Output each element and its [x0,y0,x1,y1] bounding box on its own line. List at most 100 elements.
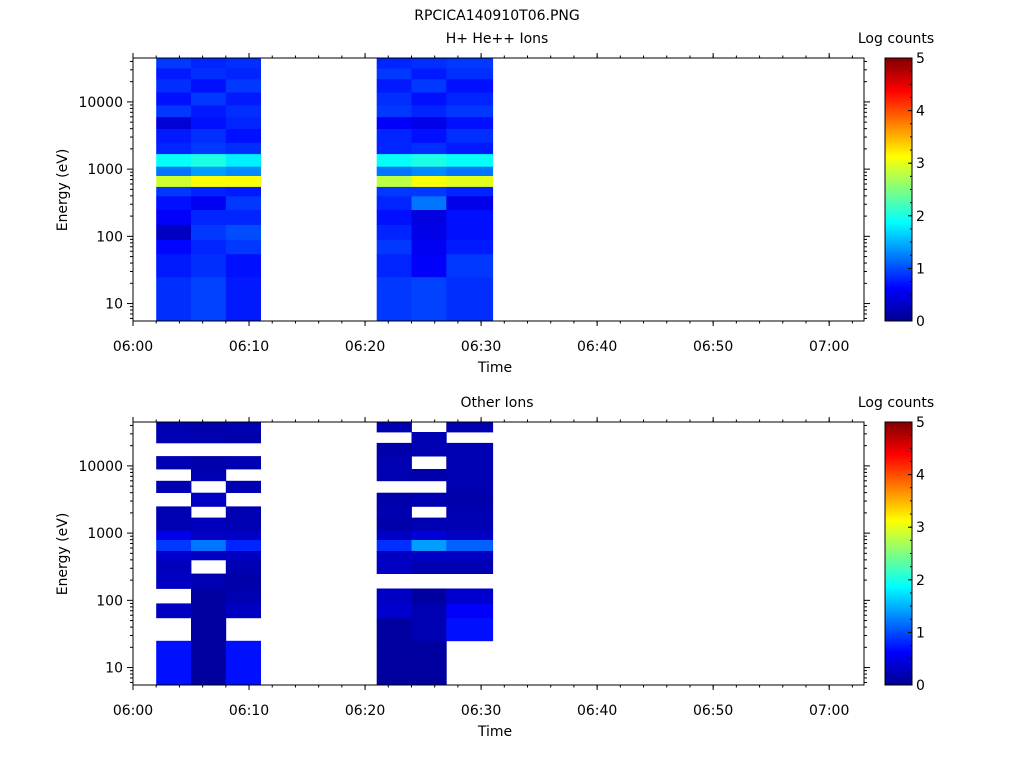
heatmap-cell [156,603,192,619]
heatmap-cell [191,456,227,470]
heatmap-cell [376,58,412,69]
heatmap-cell [411,166,447,176]
heatmap-cell [225,153,261,167]
heatmap-cell [376,550,412,561]
heatmap-cell [446,603,494,619]
heatmap-cell [225,422,261,433]
heatmap-cell [156,209,192,225]
heatmap-cell [446,253,494,278]
heatmap-cell [156,166,192,176]
heatmap-cell [156,276,192,322]
heatmap-cell [376,78,412,93]
heatmap-cell [156,153,192,167]
heatmap-cell [411,105,447,118]
heatmap-cell [446,142,494,155]
heatmap-cell [411,442,447,457]
y-tick-label: 10000 [78,95,123,111]
x-tick-label: 07:00 [809,703,849,719]
heatmap-cell [225,253,261,278]
heatmap-cell [225,105,261,118]
heatmap-cell [225,640,261,686]
heatmap-cell [376,492,412,507]
heatmap-cell [225,92,261,106]
heatmap-cell [225,68,261,80]
heatmap-cell [411,603,447,619]
heatmap-cell [225,432,261,444]
heatmap-cell [411,517,447,531]
page-title: RPCICA140910T06.PNG [414,8,579,24]
colorbar-tick-label: 4 [916,104,925,120]
x-axis-label: Time [477,360,512,376]
heatmap-cell [411,195,447,210]
heatmap-cell [376,175,412,187]
heatmap-cell [446,442,494,457]
axes: 06:00 06:10 06:20 06:30 06:40 06:50 07:00 10 100… [78,53,870,355]
heatmap-cell [156,640,192,686]
heatmap-cell [191,640,227,686]
y-tick-label: 10000 [78,459,123,475]
heatmap-cell [376,253,412,278]
x-tick-label: 06:50 [693,339,733,355]
heatmap-cell [446,153,494,167]
heatmap-cell [225,573,261,589]
heatmap-cell [411,153,447,167]
x-tick-label: 06:10 [229,703,269,719]
heatmap-cell [191,68,227,80]
heatmap-cell [376,128,412,143]
heatmap-cell [156,550,192,561]
heatmap-cell [376,539,412,551]
heatmap-cell [156,78,192,93]
heatmap-cell [156,68,192,80]
heatmap-cell [376,506,412,519]
heatmap-cell [156,253,192,278]
heatmap-cell [225,58,261,69]
heatmap-cell [156,530,192,540]
heatmap-cell [411,550,447,561]
heatmap-cells [156,58,494,322]
heatmap-cell [225,166,261,176]
heatmap-cell [191,253,227,278]
heatmap-cell [376,68,412,80]
heatmap-cell [156,92,192,106]
heatmap-cell [446,68,494,80]
x-tick-label: 06:20 [345,339,385,355]
heatmap-cell [191,276,227,322]
heatmap-cell [446,506,494,519]
heatmap-cell [156,195,192,210]
heatmap-cell [225,506,261,519]
heatmap-cell [191,195,227,210]
heatmap-cell [446,175,494,187]
heatmap-cell [446,469,494,482]
heatmap-cell [411,209,447,225]
heatmap-cell [191,530,227,540]
heatmap-cell [156,506,192,519]
heatmap-cell [376,166,412,176]
heatmap-cell [225,128,261,143]
heatmap-cell [225,588,261,604]
x-tick-label: 06:00 [113,339,153,355]
y-tick-label: 1000 [87,526,123,542]
heatmap-cell [156,559,192,574]
heatmap-cell [191,78,227,93]
colorbar-gradient [884,421,913,686]
y-tick-label: 1000 [87,162,123,178]
x-tick-label: 06:10 [229,339,269,355]
chart-title: H+ He++ Ions [446,31,549,47]
y-tick-label: 100 [96,593,123,609]
heatmap-cell [446,456,494,470]
colorbar-tick-label: 1 [916,625,925,641]
heatmap-cell [411,588,447,604]
chart-panel-h-he: H+ He++ Ions Log counts Time Energy (eV)… [55,31,934,376]
heatmap-cell [191,128,227,143]
heatmap-cell [156,239,192,255]
y-tick-label: 10 [105,297,123,313]
heatmap-cell [411,68,447,80]
heatmap-cell [446,224,494,240]
heatmap-cell [376,186,412,197]
heatmap-cell [225,78,261,93]
heatmap-cell [411,142,447,155]
heatmap-cell [156,105,192,118]
x-tick-label: 07:00 [809,339,849,355]
heatmap-cell [376,442,412,457]
